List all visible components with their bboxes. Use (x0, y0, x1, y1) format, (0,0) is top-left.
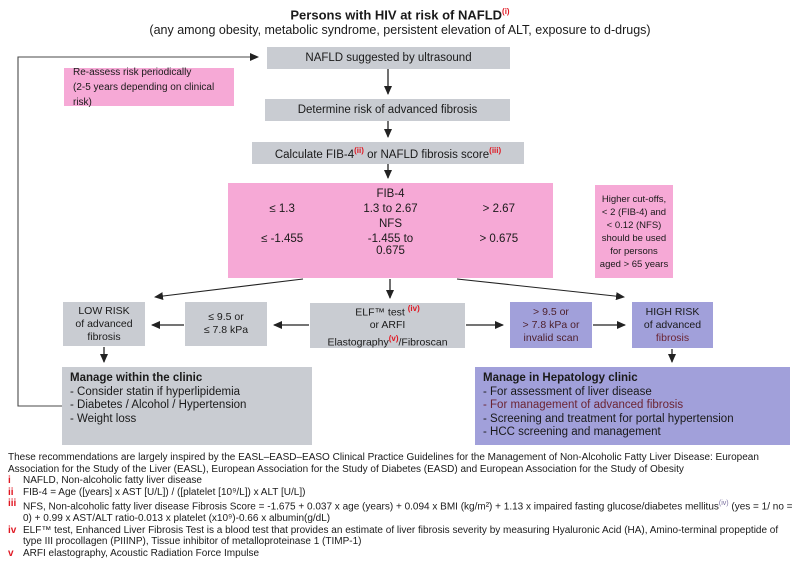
fib4-high: > 2.67 (482, 203, 515, 215)
footnote-item: v ARFI elastography, Acoustic Radiation … (8, 548, 794, 560)
footnote-text-post: (yes = 1/ no = 0) + 0.99 x AST/ALT ratio… (23, 501, 793, 525)
footnote-text: FIB-4 = Age ([years] x AST [U/L]) / ([pl… (23, 486, 306, 498)
page-title-text: Persons with HIV at risk of NAFLD (290, 7, 503, 23)
node-determine-risk: Determine risk of advanced fibrosis (265, 99, 510, 121)
footnote-marker: iii (8, 498, 17, 510)
elf-test-label: ELF™ test (355, 306, 408, 318)
page-subtitle: (any among obesity, metabolic syndrome, … (149, 23, 651, 37)
node-calculate-scores: Calculate FIB-4(ii) or NAFLD fibrosis sc… (252, 142, 524, 164)
nfs-header: NFS (379, 218, 402, 230)
footnote-ref-ii: (ii) (354, 145, 364, 155)
footnote-marker: ii (8, 486, 14, 498)
footnote-marker: i (8, 475, 11, 487)
footnote-text: ARFI elastography, Acoustic Radiation Fo… (23, 548, 260, 560)
node-below-threshold: ≤ 9.5 or ≤ 7.8 kPa (185, 302, 267, 346)
manage-clinic-item: - Diabetes / Alcohol / Hypertension (70, 399, 247, 411)
panel-manage-clinic: Manage within the clinic - Consider stat… (62, 367, 312, 445)
manage-clinic-title: Manage within the clinic (70, 372, 203, 384)
footnote-text: NAFLD, Non-alcoholic fatty liver disease (23, 475, 202, 487)
manage-clinic-item: - Consider statin if hyperlipidemia (70, 385, 241, 398)
footnote-ref-v: (v) (388, 334, 399, 343)
page-title: Persons with HIV at risk of NAFLD(i) (0, 7, 800, 22)
elastography-label: Elastography (327, 336, 389, 349)
high-risk-fibrosis-label: fibrosis (655, 331, 690, 344)
nfs-row: ≤ -1.455 -1.455 to 0.675 > 0.675 (228, 233, 553, 257)
calculate-label-2: or NAFLD fibrosis score (363, 148, 490, 161)
manage-hepatology-item: - HCC screening and management (483, 426, 661, 438)
node-low-risk: LOW RISK of advanced fibrosis (63, 302, 145, 346)
footnote-ref-i: (i) (502, 7, 510, 16)
footnote-text-pre: NFS, Non-alcoholic fatty liver disease F… (23, 501, 719, 513)
calculate-label: Calculate FIB-4 (274, 148, 355, 161)
node-high-risk: HIGH RISK of advanced fibrosis (632, 302, 713, 348)
footnote-item: iii NFS, Non-alcoholic fatty liver disea… (8, 498, 794, 525)
fib4-low: ≤ 1.3 (269, 203, 295, 215)
manage-clinic-item: - Weight loss (70, 412, 137, 425)
footnote-ref-iv: (iv) (407, 303, 420, 313)
footnote-marker: iv (8, 524, 17, 536)
fib4-header: FIB-4 (376, 188, 405, 200)
panel-manage-hepatology: Manage in Hepatology clinic - For assess… (475, 367, 790, 445)
nfs-low: ≤ -1.455 (261, 233, 304, 245)
manage-hepatology-item: - Screening and treatment for portal hyp… (483, 412, 734, 425)
fibroscan-label: /Fibroscan (398, 336, 448, 349)
fib4-mid: 1.3 to 2.67 (363, 203, 418, 215)
footnote-item: ii FIB-4 = Age ([years] x AST [U/L]) / (… (8, 487, 794, 499)
footnote-text: ELF™ test, Enhanced Liver Fibrosis Test … (23, 524, 779, 548)
footnote-text: NFS, Non-alcoholic fatty liver disease F… (23, 498, 794, 525)
footnote-intro: These recommendations are largely inspir… (8, 452, 759, 475)
note-higher-cutoffs-elderly: Higher cut-offs, < 2 (FIB-4) and < 0.12 … (595, 185, 673, 278)
footnote-marker: v (8, 548, 14, 560)
footnote-item: iv ELF™ test, Enhanced Liver Fibrosis Te… (8, 525, 794, 548)
high-risk-label: HIGH RISK of advanced (643, 305, 702, 331)
footnote-item: i NAFLD, Non-alcoholic fatty liver disea… (8, 475, 794, 487)
node-nafld-ultrasound: NAFLD suggested by ultrasound (267, 47, 510, 69)
node-above-threshold: > 9.5 or > 7.8 kPa or invalid scan (510, 302, 592, 348)
fib4-row: ≤ 1.3 1.3 to 2.67 > 2.67 (228, 203, 553, 215)
footnote-ref-iv-inline: (iv) (718, 500, 729, 508)
footnote-ref-iii: (iii) (489, 145, 502, 155)
arfi-label: or ARFI (369, 319, 406, 331)
manage-hepatology-item: - For assessment of liver disease (483, 385, 652, 398)
nfs-mid: -1.455 to 0.675 (367, 233, 414, 257)
table-fib4-nfs-cutoffs: FIB-4 ≤ 1.3 1.3 to 2.67 > 2.67 NFS ≤ -1.… (228, 183, 553, 278)
manage-hepatology-title: Manage in Hepatology clinic (483, 372, 638, 384)
node-elf-arfi-test: ELF™ test (iv) or ARFI Elastography(v)/F… (310, 303, 465, 349)
manage-hepatology-item: - For management of advanced fibrosis (483, 399, 684, 411)
nfs-high: > 0.675 (479, 233, 519, 245)
note-reassess-risk: Re-assess risk periodically (2-5 years d… (64, 67, 234, 108)
footnotes-section: These recommendations are largely inspir… (8, 452, 794, 560)
